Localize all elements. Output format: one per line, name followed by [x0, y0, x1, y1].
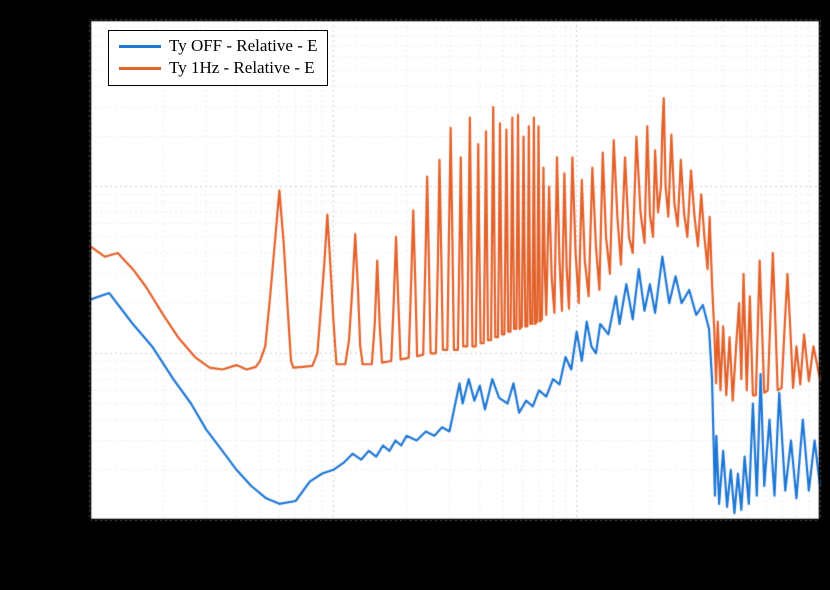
legend-swatch: [119, 45, 161, 48]
spectrum-chart: [0, 0, 830, 590]
legend-label: Ty 1Hz - Relative - E: [169, 58, 315, 78]
legend-label: Ty OFF - Relative - E: [169, 36, 317, 56]
legend-swatch: [119, 67, 161, 70]
legend-item: Ty OFF - Relative - E: [119, 35, 317, 57]
legend-item: Ty 1Hz - Relative - E: [119, 57, 317, 79]
legend: Ty OFF - Relative - ETy 1Hz - Relative -…: [108, 30, 328, 86]
